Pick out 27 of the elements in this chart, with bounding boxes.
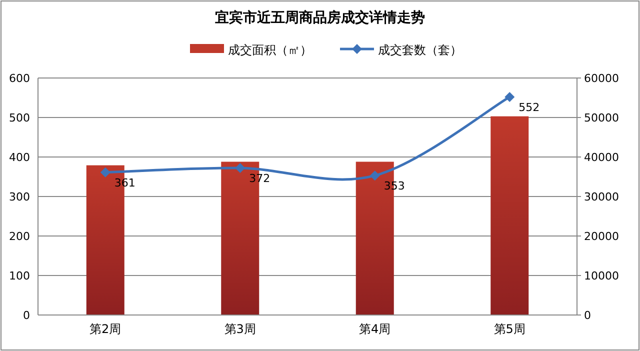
y-tick-label: 400 — [9, 151, 30, 164]
y-tick-label: 0 — [23, 309, 30, 322]
chart-title: 宜宾市近五周商品房成交详情走势 — [215, 9, 425, 26]
x-tick-label: 第4周 — [359, 322, 391, 336]
y-tick-label: 100 — [9, 270, 30, 282]
x-tick-label: 第3周 — [224, 322, 256, 336]
y2-tick-label: 30000 — [584, 190, 619, 204]
y-tick-label: 500 — [9, 112, 30, 124]
y2-tick-label: 20000 — [584, 230, 619, 243]
y2-tick-label: 10000 — [584, 270, 619, 282]
y2-tick-label: 60000 — [584, 72, 619, 85]
y2-tick-label: 40000 — [584, 151, 619, 164]
point — [370, 170, 380, 181]
bar — [490, 116, 529, 315]
y-tick-label: 300 — [9, 190, 30, 204]
y-tick-label: 200 — [9, 230, 30, 243]
y2-tick-label: 0 — [584, 309, 591, 322]
point — [235, 163, 246, 174]
legend-label: 成交面积（㎡） — [228, 43, 312, 57]
legend-label: 成交套数（套） — [378, 43, 462, 57]
y2-tick-label: 50000 — [584, 112, 619, 124]
x-tick-label: 第5周 — [494, 322, 526, 336]
point — [504, 92, 515, 102]
y-tick-label: 600 — [9, 72, 30, 85]
x-tick-label: 第2周 — [90, 322, 122, 336]
point — [100, 167, 110, 178]
data-label: 552 — [518, 100, 540, 114]
